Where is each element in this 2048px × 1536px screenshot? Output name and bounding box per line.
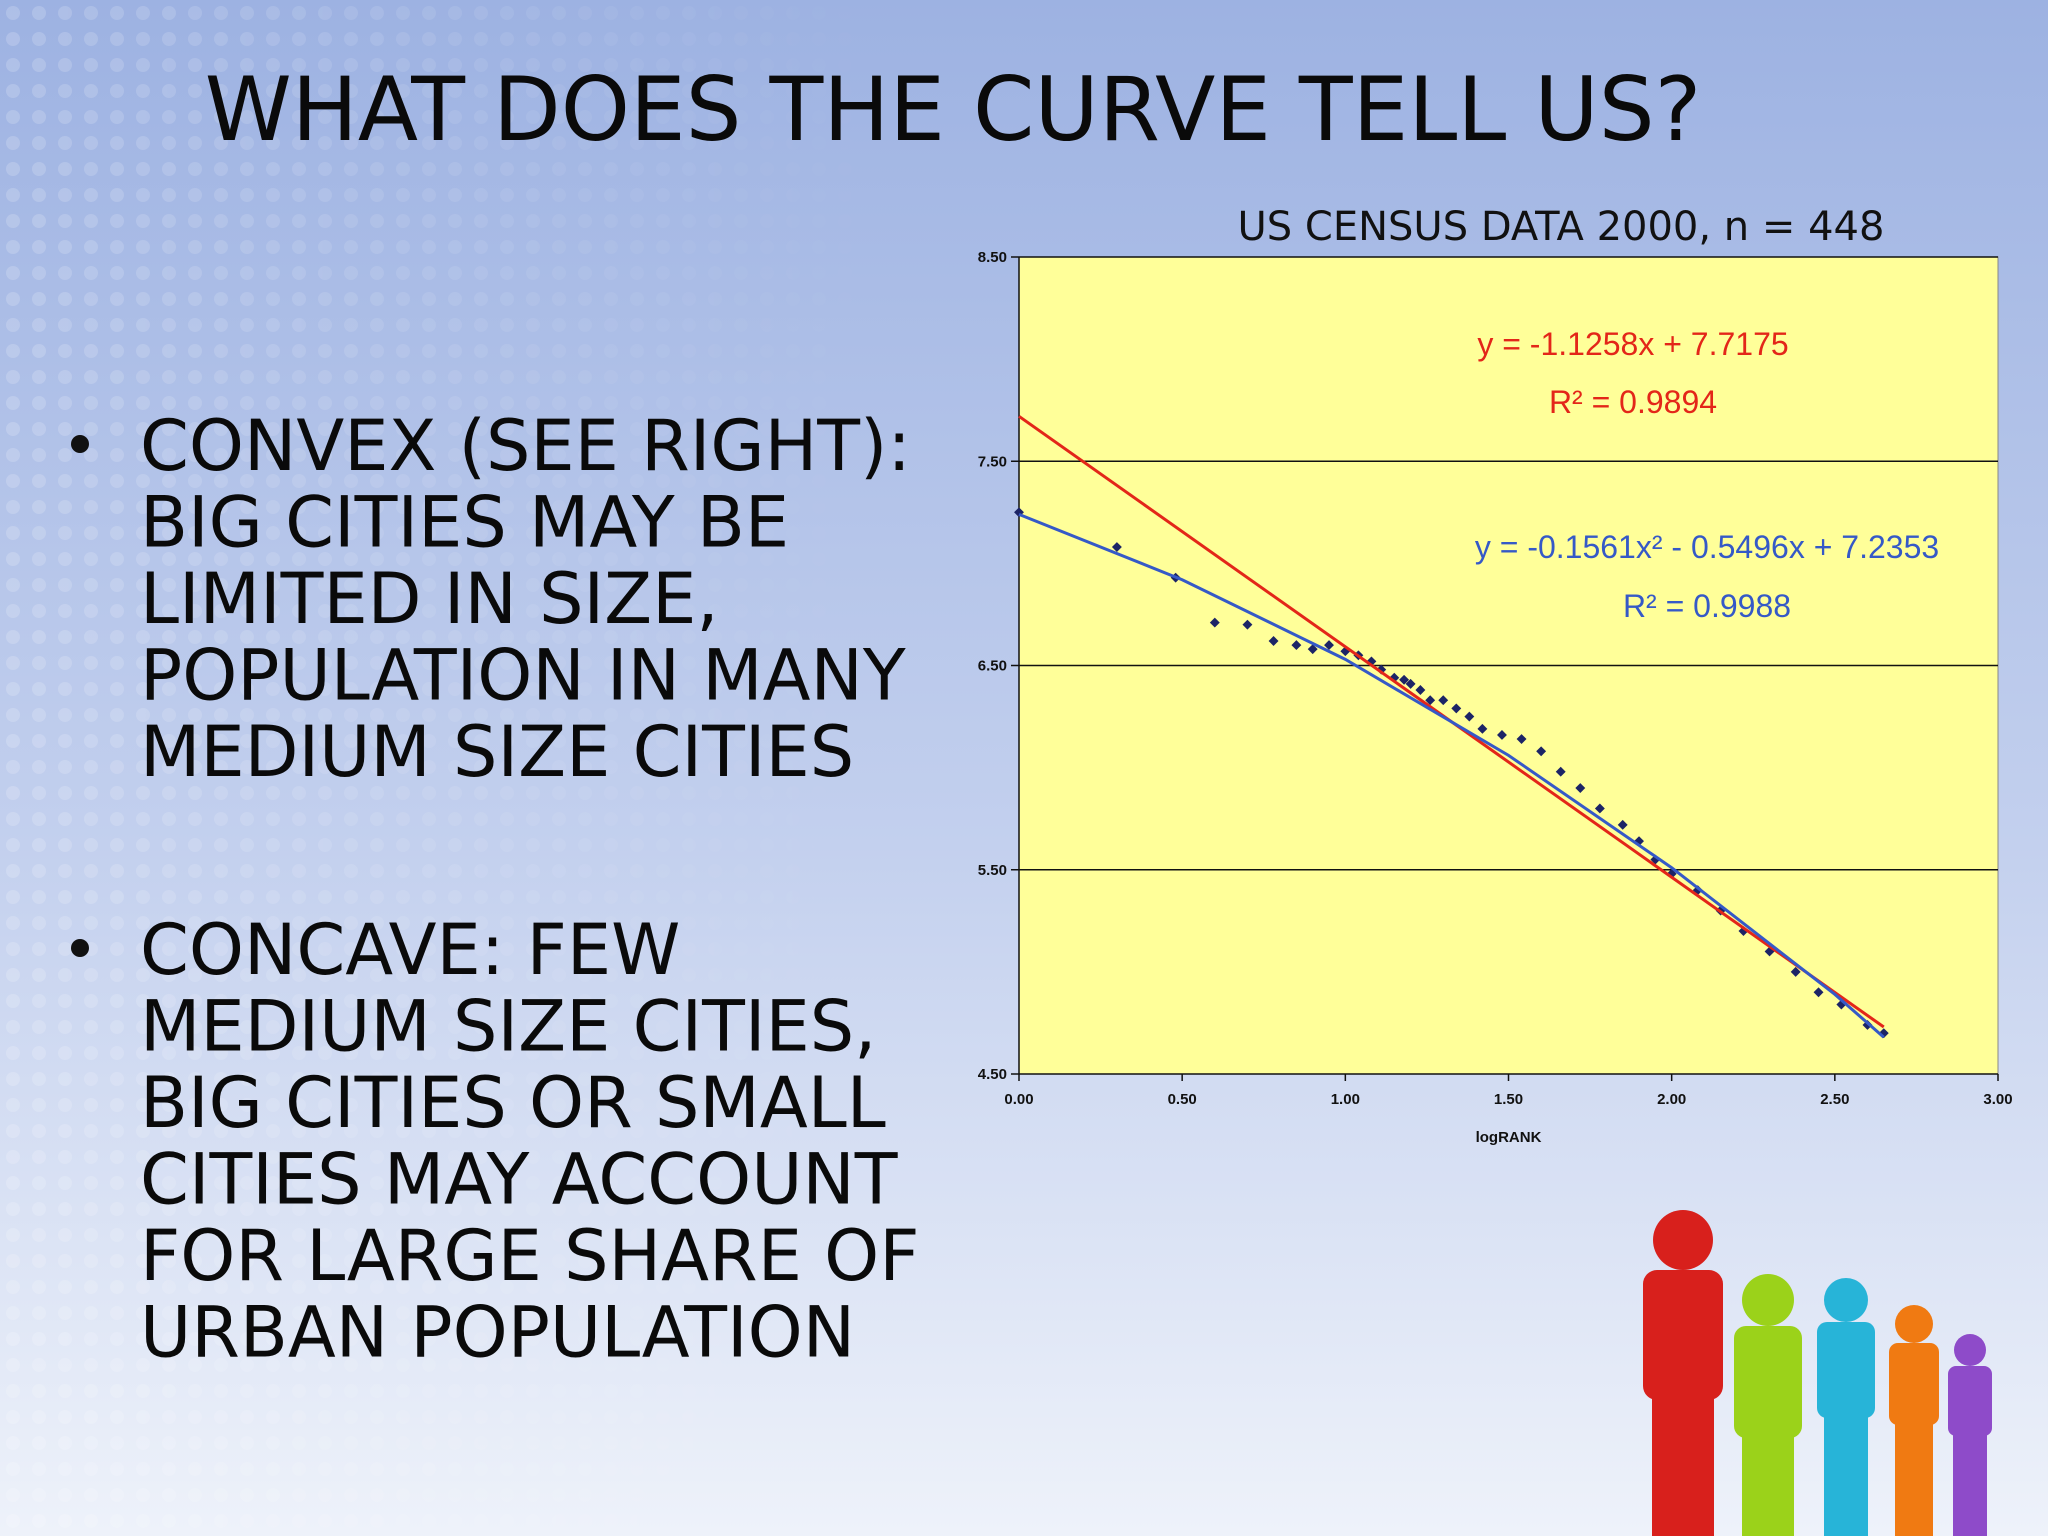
bullet-list: CONVEX (SEE RIGHT):BIG CITIES MAY BELIMI… [71,405,920,1374]
bullet-dot [71,435,89,453]
data-point [1464,711,1475,722]
data-point [1813,987,1824,998]
bullet-line: LIMITED IN SIZE, [140,558,719,640]
data-point [1497,729,1507,740]
y-tick-label: 8.50 [978,249,1007,266]
data-point [1555,766,1566,777]
data-point [1405,678,1416,689]
trend-line [1018,512,1885,1039]
bullet-line: BIG CITIES MAY BE [140,482,789,564]
chart-title: US CENSUS DATA 2000, n = 448 [1238,204,1885,250]
data-point [1477,723,1488,734]
background-dots [0,0,900,1536]
y-tick-label: 5.50 [978,862,1007,879]
bullet-dot [71,939,89,957]
data-point [1451,703,1462,714]
bullet-line: CONVEX (SEE RIGHT): [140,405,911,487]
data-point [1209,617,1220,628]
bullet-line: MEDIUM SIZE CITIES [140,711,854,793]
bullet-line: URBAN POPULATION [140,1292,855,1374]
data-point [1268,636,1279,646]
data-point [1324,640,1334,651]
bullet-line: CITIES MAY ACCOUNT [140,1139,898,1221]
x-tick-label: 2.00 [1657,1091,1686,1108]
data-point [1242,619,1253,630]
data-point [1536,746,1547,757]
bullet-line: CONCAVE: FEW [140,909,680,991]
x-axis-label: logRANK [1476,1129,1542,1146]
x-tick-label: 3.00 [1983,1091,2012,1108]
bullet-line: MEDIUM SIZE CITIES, [140,986,876,1068]
y-tick-label: 6.50 [978,658,1007,675]
x-tick-label: 2.50 [1820,1091,1849,1108]
x-tick-label: 1.50 [1494,1091,1523,1108]
data-point [1291,640,1302,651]
slide-title: WHAT DOES THE CURVE TELL US? [205,58,1702,161]
people-icon [1643,1210,1992,1536]
equation-label: R² = 0.9988 [1623,588,1791,624]
y-tick-label: 4.50 [978,1066,1007,1083]
data-point [1516,734,1527,744]
data-point [1617,819,1628,830]
y-tick-label: 7.50 [978,453,1007,470]
bullet-line: BIG CITIES OR SMALL [140,1062,886,1144]
chart: US CENSUS DATA 2000, n = 448 4.50 5.50 6.50… [978,204,2013,1146]
data-point [1399,674,1410,685]
x-tick-label: 0.50 [1168,1091,1197,1108]
data-point [1415,685,1426,695]
bullet-line: FOR LARGE SHARE OF [140,1215,920,1297]
x-tick-label: 0.00 [1004,1091,1033,1108]
equation-label: R² = 0.9894 [1549,384,1717,420]
data-point [1111,542,1122,552]
data-point [1575,783,1586,793]
equation-label: y = -1.1258x + 7.7175 [1477,326,1788,362]
x-tick-label: 1.00 [1331,1091,1360,1108]
data-point [1425,695,1436,706]
data-point [1307,644,1318,655]
equation-label: y = -0.1561x² - 0.5496x + 7.2353 [1475,529,1939,565]
bullet-line: POPULATION IN MANY [140,635,906,717]
data-point [1594,803,1605,814]
data-point [1790,966,1801,977]
data-point [1438,695,1449,706]
